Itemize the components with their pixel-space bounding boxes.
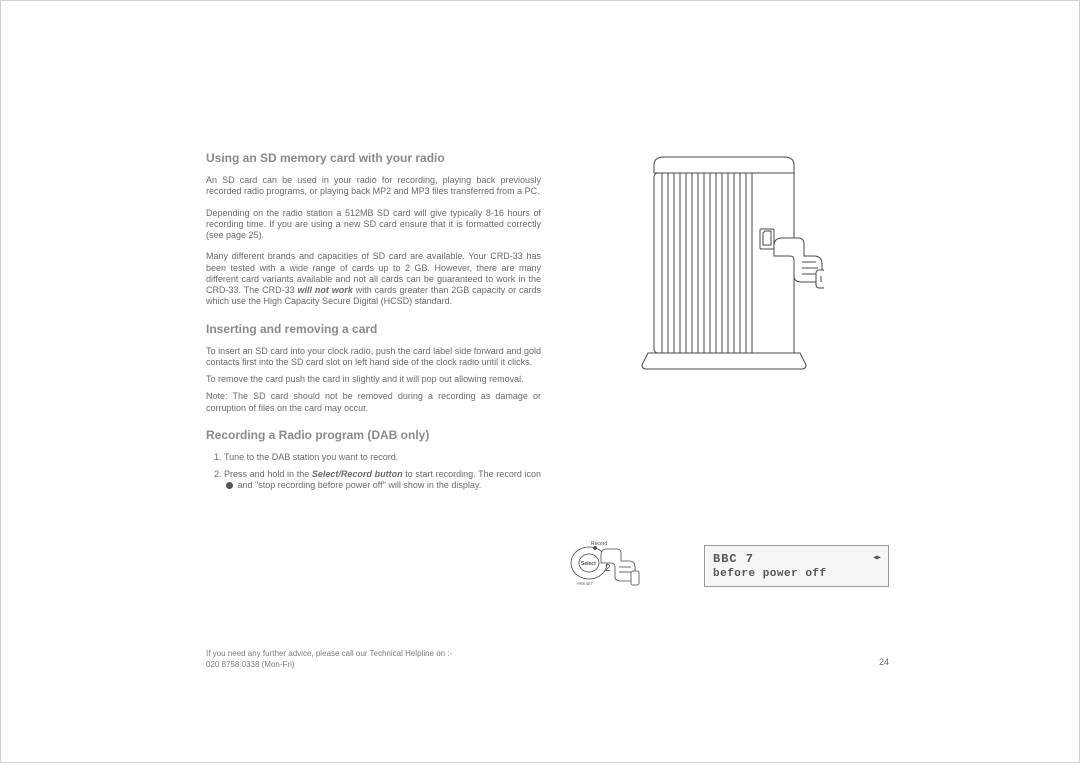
heading-insert-remove: Inserting and removing a card — [206, 322, 541, 336]
emphasis: will not work — [298, 285, 353, 295]
select-label: Select — [581, 561, 596, 567]
illustration-column: Record Select PRESET 2 — [569, 151, 889, 591]
paragraph: Depending on the radio station a 512MB S… — [206, 208, 541, 242]
record-label: Record — [591, 541, 607, 547]
lcd-display: BBC 7 ◂▸ before power off — [704, 545, 889, 587]
paragraph: Note: The SD card should not be removed … — [206, 391, 541, 414]
footer-line: 020 8758 0338 (Mon-Fri) — [206, 660, 452, 670]
heading-recording: Recording a Radio program (DAB only) — [206, 428, 541, 442]
heading-sd-card: Using an SD memory card with your radio — [206, 151, 541, 165]
step-number: 2 — [605, 563, 611, 574]
lcd-arrows-icon: ◂▸ — [872, 552, 880, 566]
list-item: Press and hold in the Select/Record butt… — [224, 469, 541, 492]
paragraph: An SD card can be used in your radio for… — [206, 175, 541, 198]
paragraph: Many different brands and capacities of … — [206, 251, 541, 307]
bottom-illustration-row: Record Select PRESET 2 — [569, 541, 889, 591]
lcd-station: BBC 7 — [713, 552, 754, 566]
emphasis: Select/Record button — [312, 469, 403, 479]
manual-page: Using an SD memory card with your radio … — [0, 0, 1080, 763]
radio-side-illustration — [634, 151, 824, 371]
footer-line: If you need any further advice, please c… — [206, 649, 452, 659]
paragraph: To remove the card push the card in slig… — [206, 374, 541, 385]
step-list: Tune to the DAB station you want to reco… — [206, 452, 541, 492]
record-dot-icon — [226, 482, 233, 489]
list-item: Tune to the DAB station you want to reco… — [224, 452, 541, 463]
footer-helpline: If you need any further advice, please c… — [206, 649, 452, 670]
lcd-message: before power off — [713, 568, 880, 580]
select-button-illustration: Record Select PRESET 2 — [569, 541, 647, 591]
text-run: and "stop recording before power off" wi… — [235, 480, 481, 490]
text-run: Press and hold in the — [224, 469, 312, 479]
page-number: 24 — [879, 657, 889, 667]
paragraph: To insert an SD card into your clock rad… — [206, 346, 541, 369]
preset-label: PRESET — [577, 581, 594, 586]
text-run: to start recording. The record icon — [403, 469, 541, 479]
text-column: Using an SD memory card with your radio … — [206, 151, 541, 498]
